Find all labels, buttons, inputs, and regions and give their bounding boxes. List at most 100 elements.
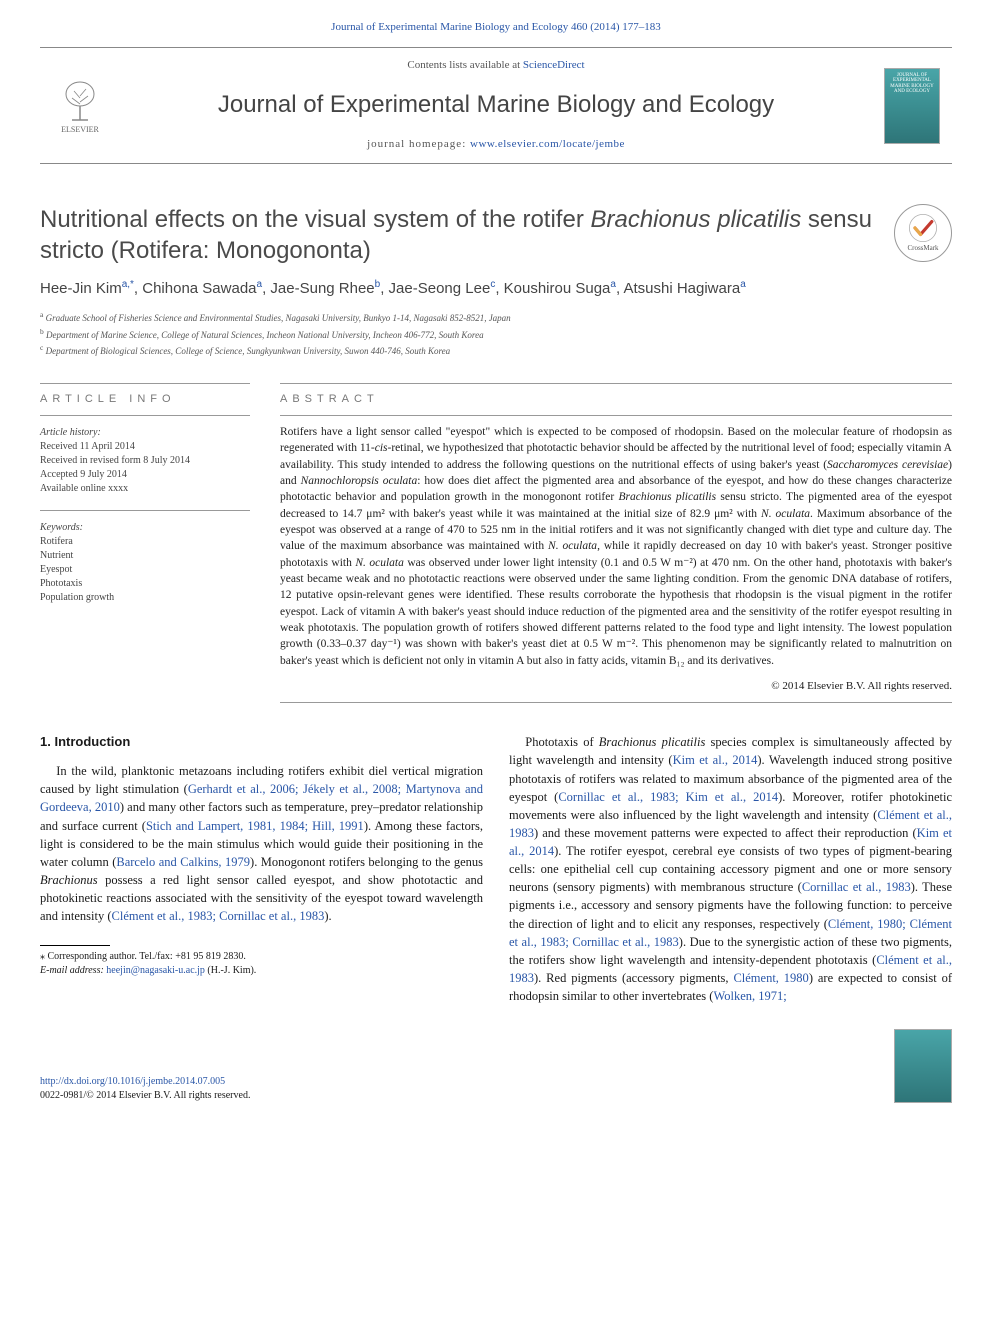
author-6-aff: a xyxy=(740,279,746,290)
elsevier-tree-icon xyxy=(58,76,102,124)
author-list: Hee-Jin Kima,*, Chihona Sawada a , Jae-Sun… xyxy=(40,278,952,299)
abstract-label: abstract xyxy=(280,392,952,407)
abs-sp-6: N. oculata xyxy=(355,557,404,569)
affiliation-c: c Department of Biological Sciences, Col… xyxy=(40,342,952,359)
cite-wolken-1971[interactable]: Wolken, 1971; xyxy=(713,989,786,1003)
keyword-3: Eyespot xyxy=(40,563,250,577)
doi-link[interactable]: http://dx.doi.org/10.1016/j.jembe.2014.0… xyxy=(40,1076,225,1087)
page-footer: http://dx.doi.org/10.1016/j.jembe.2014.0… xyxy=(40,1029,952,1103)
article-info-label: article info xyxy=(40,392,250,407)
article-title-pre: Nutritional effects on the visual system… xyxy=(40,206,590,233)
homepage-label: journal homepage: xyxy=(367,138,470,150)
author-6: , Atsushi Hagiwara xyxy=(616,280,740,297)
publisher-logo-slot: ELSEVIER xyxy=(40,71,120,141)
keyword-2: Nutrient xyxy=(40,549,250,563)
author-5: , Koushirou Suga xyxy=(495,280,610,297)
cover-thumb-slot: JOURNAL OF EXPERIMENTAL MARINE BIOLOGY A… xyxy=(872,68,952,144)
keyword-5: Population growth xyxy=(40,591,250,605)
affiliations: a Graduate School of Fisheries Science a… xyxy=(40,309,952,359)
email-label: E-mail address: xyxy=(40,965,106,976)
author-3: , Jae-Sung Rhee xyxy=(262,280,375,297)
abs-sp-5: N. oculata xyxy=(548,540,597,552)
cite-stich[interactable]: Stich and Lampert, 1981, 1984; Hill, 199… xyxy=(146,819,364,833)
journal-title: Journal of Experimental Marine Biology a… xyxy=(120,88,872,122)
crossmark-label: CrossMark xyxy=(907,244,938,254)
footer-cover-thumbnail xyxy=(894,1029,952,1103)
contents-line-text: Contents lists available at xyxy=(407,59,522,71)
author-1-aff: a,* xyxy=(122,279,134,290)
p2-seg-i: ). Red pigments (accessory pigments, xyxy=(534,971,733,985)
corresponding-email-link[interactable]: heejin@nagasaki-u.ac.jp xyxy=(106,965,205,976)
author-1: Hee-Jin Kim xyxy=(40,280,122,297)
affiliation-b: b Department of Marine Science, College … xyxy=(40,326,952,343)
abs-sp-2: Nannochloropsis oculata xyxy=(301,475,418,487)
footnote-block: ⁎ Corresponding author. Tel./fax: +81 95… xyxy=(40,945,483,978)
cite-cornillac-kim[interactable]: Cornillac et al., 1983; Kim et al., 2014 xyxy=(558,790,778,804)
keywords-head: Keywords: xyxy=(40,521,250,535)
body-two-column: 1. Introduction In the wild, planktonic … xyxy=(40,733,952,1005)
section-heading-introduction: 1. Introduction xyxy=(40,733,483,752)
footer-left: http://dx.doi.org/10.1016/j.jembe.2014.0… xyxy=(40,1075,250,1103)
article-info-column: article info Article history: Received 1… xyxy=(40,383,250,704)
journal-cover-thumbnail: JOURNAL OF EXPERIMENTAL MARINE BIOLOGY A… xyxy=(884,68,940,144)
p1-seg-f: ). xyxy=(324,909,331,923)
article-title-species: Brachionus plicatilis xyxy=(590,206,801,233)
footnote-corr-text: Corresponding author. Tel./fax: +81 95 8… xyxy=(45,951,246,962)
history-revised: Received in revised form 8 July 2014 xyxy=(40,454,250,468)
contents-list-line: Contents lists available at ScienceDirec… xyxy=(120,58,872,73)
abstract-top-rule xyxy=(280,383,952,384)
article-title-row: Nutritional effects on the visual system… xyxy=(40,204,952,266)
abstract-mid-rule xyxy=(280,415,952,416)
masthead-center: Contents lists available at ScienceDirec… xyxy=(120,58,872,152)
sciencedirect-link[interactable]: ScienceDirect xyxy=(523,59,585,71)
cite-clement-1983a[interactable]: Clément et al., 1983; Cornillac et al., … xyxy=(112,909,325,923)
aff-c-text: Department of Biological Sciences, Colle… xyxy=(43,346,450,356)
aff-b-text: Department of Marine Science, College of… xyxy=(44,330,484,340)
email-footnote: E-mail address: heejin@nagasaki-u.ac.jp … xyxy=(40,964,483,978)
abstract-column: abstract Rotifers have a light sensor ca… xyxy=(280,383,952,704)
article-history-block: Article history: Received 11 April 2014 … xyxy=(40,426,250,496)
abs-seg-8: was observed under lower light intensity… xyxy=(280,557,952,667)
abs-sp-3: Brachionus plicatilis xyxy=(619,491,717,503)
abs-cis: cis xyxy=(375,442,388,454)
abstract-text: Rotifers have a light sensor called "eye… xyxy=(280,424,952,669)
crossmark-icon xyxy=(907,212,939,244)
author-2: , Chihona Sawada xyxy=(134,280,257,297)
abs-sp-4: N. oculata xyxy=(761,508,810,520)
cover-thumb-text: JOURNAL OF EXPERIMENTAL MARINE BIOLOGY A… xyxy=(887,73,937,95)
intro-paragraph-2: Phototaxis of Brachionus plicatilis spec… xyxy=(509,733,952,1005)
crossmark-badge[interactable]: CrossMark xyxy=(894,204,952,262)
elsevier-wordmark: ELSEVIER xyxy=(61,124,99,135)
masthead: ELSEVIER Contents lists available at Sci… xyxy=(40,47,952,163)
keyword-1: Rotifera xyxy=(40,535,250,549)
p1-genus: Brachionus xyxy=(40,873,98,887)
abstract-bottom-rule xyxy=(280,702,952,703)
cite-clement-1980[interactable]: Clément, 1980 xyxy=(733,971,808,985)
info-mid-rule xyxy=(40,415,250,416)
cite-kim-2014a[interactable]: Kim et al., 2014 xyxy=(673,753,758,767)
cite-barcelo[interactable]: Barcelo and Calkins, 1979 xyxy=(116,855,250,869)
email-post: (H.-J. Kim). xyxy=(205,965,256,976)
intro-paragraph-1: In the wild, planktonic metazoans includ… xyxy=(40,762,483,925)
journal-homepage-link[interactable]: www.elsevier.com/locate/jembe xyxy=(470,138,625,150)
issn-copyright: 0022-0981/© 2014 Elsevier B.V. All right… xyxy=(40,1089,250,1103)
history-online: Available online xxxx xyxy=(40,482,250,496)
aff-a-text: Graduate School of Fisheries Science and… xyxy=(43,313,510,323)
keywords-block: Keywords: Rotifera Nutrient Eyespot Phot… xyxy=(40,521,250,605)
info-kw-rule xyxy=(40,510,250,511)
abstract-copyright: © 2014 Elsevier B.V. All rights reserved… xyxy=(280,679,952,694)
p1-seg-d: ). Monogonont rotifers belonging to the … xyxy=(250,855,483,869)
corresponding-author-footnote: ⁎ Corresponding author. Tel./fax: +81 95… xyxy=(40,950,483,964)
p2-seg-a: Phototaxis of xyxy=(525,735,599,749)
affiliation-a: a Graduate School of Fisheries Science a… xyxy=(40,309,952,326)
journal-homepage-line: journal homepage: www.elsevier.com/locat… xyxy=(120,137,872,152)
footnote-separator xyxy=(40,945,110,946)
article-title: Nutritional effects on the visual system… xyxy=(40,204,894,266)
cite-cornillac-1983[interactable]: Cornillac et al., 1983 xyxy=(802,880,911,894)
p2-seg-e: ) and these movement patterns were expec… xyxy=(534,826,917,840)
author-4: , Jae-Seong Lee xyxy=(380,280,490,297)
history-head: Article history: xyxy=(40,426,250,440)
info-abstract-row: article info Article history: Received 1… xyxy=(40,383,952,704)
history-accepted: Accepted 9 July 2014 xyxy=(40,468,250,482)
journal-reference: Journal of Experimental Marine Biology a… xyxy=(40,20,952,35)
